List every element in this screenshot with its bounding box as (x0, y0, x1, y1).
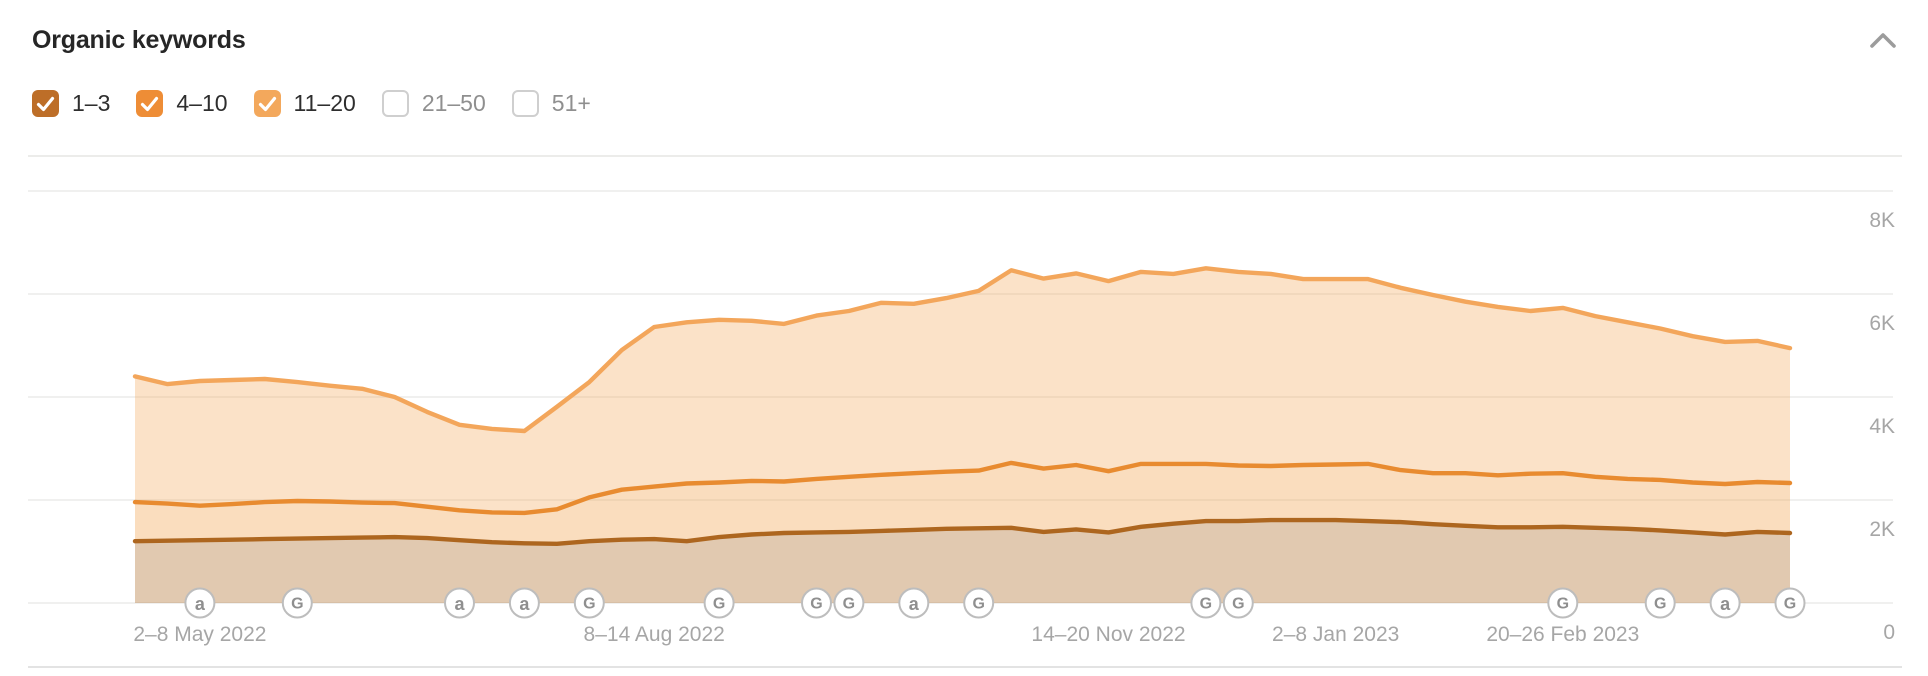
line-4–10 (132, 460, 1793, 516)
x-axis-label: 14–20 Nov 2022 (1031, 623, 1185, 646)
event-circle (281, 587, 313, 619)
event-letter: a (909, 594, 920, 614)
card-title: Organic keywords (32, 26, 246, 54)
event-letter: G (972, 596, 984, 613)
legend-item-11-20[interactable]: 11–20 (253, 89, 356, 117)
x-axis-label: 2–8 Jan 2023 (1272, 623, 1399, 646)
ahrefs-event-icon[interactable]: a (898, 587, 930, 619)
unchecked-checkbox[interactable] (381, 89, 409, 117)
checkmark-icon (258, 96, 276, 111)
y-axis-label: 0 (1883, 621, 1895, 644)
event-circle (1547, 587, 1579, 619)
y-axis-label: 2K (1869, 518, 1895, 541)
x-axis-label: 8–14 Aug 2022 (584, 623, 725, 646)
event-circle (1709, 587, 1741, 619)
event-circle (833, 587, 865, 619)
header-separator (28, 155, 1902, 157)
google-update-event-icon[interactable]: G (573, 587, 605, 619)
legend-label: 4–10 (176, 89, 228, 116)
google-update-event-icon[interactable]: G (703, 587, 735, 619)
area-band-11–20 (135, 268, 1790, 513)
event-circle (801, 587, 832, 619)
event-letter: G (583, 596, 595, 613)
collapse-button[interactable] (1866, 28, 1900, 56)
y-axis-label: 8K (1869, 209, 1895, 232)
line-1–3 (132, 517, 1793, 546)
google-update-event-icon[interactable]: G (833, 587, 865, 619)
event-circle (703, 587, 735, 619)
position-filter-legend: 1–3 4–10 11–20 21–50 51+ (32, 89, 617, 117)
y-axis-label: 6K (1869, 312, 1895, 335)
legend-label: 51+ (551, 89, 591, 116)
ahrefs-event-icon[interactable]: a (1709, 587, 1741, 619)
event-letter: G (713, 596, 725, 613)
legend-label: 21–50 (421, 89, 486, 116)
event-letter: a (454, 594, 465, 614)
legend-label: 1–3 (72, 89, 111, 116)
event-letter: a (519, 594, 530, 614)
ahrefs-event-icon[interactable]: a (444, 587, 475, 619)
area-band-4–10 (135, 462, 1790, 544)
google-update-event-icon[interactable]: G (801, 587, 832, 619)
event-circle (444, 587, 475, 619)
legend-item-51+[interactable]: 51+ (511, 89, 591, 117)
event-circle (508, 587, 540, 619)
event-circle (1644, 587, 1676, 619)
event-letter: G (291, 596, 303, 613)
y-axis-label: 4K (1869, 415, 1895, 438)
area-band-1–3 (135, 520, 1790, 603)
event-circle (1190, 587, 1222, 619)
checkmark-icon (141, 96, 159, 111)
google-update-event-icon[interactable]: G (963, 587, 995, 619)
event-circle (963, 587, 995, 619)
google-update-event-icon[interactable]: G (1190, 587, 1222, 619)
google-update-event-icon[interactable]: G (1222, 587, 1254, 619)
event-circle (184, 587, 216, 619)
event-letter: G (1557, 596, 1569, 613)
event-circle (1774, 587, 1806, 619)
legend-item-1-3[interactable]: 1–3 (32, 89, 111, 117)
line-11–20 (132, 266, 1793, 434)
unchecked-checkbox[interactable] (511, 89, 539, 117)
legend-item-4-10[interactable]: 4–10 (136, 89, 228, 117)
google-update-event-icon[interactable]: G (1547, 587, 1579, 619)
checkmark-icon (36, 96, 55, 111)
event-letter: a (1720, 594, 1731, 614)
checked-checkbox[interactable] (253, 89, 281, 117)
ahrefs-event-icon[interactable]: a (508, 587, 540, 619)
card-bottom-border (28, 666, 1902, 668)
event-letter: G (1200, 596, 1212, 613)
google-update-event-icon[interactable]: G (281, 587, 313, 619)
legend-item-21-50[interactable]: 21–50 (381, 89, 486, 117)
google-update-event-icon[interactable]: G (1644, 587, 1676, 619)
checked-checkbox[interactable] (32, 89, 59, 117)
x-axis-label: 2–8 May 2022 (133, 623, 266, 646)
ahrefs-event-icon[interactable]: a (184, 587, 216, 619)
event-letter: a (195, 594, 206, 614)
event-circle (1222, 587, 1254, 619)
x-axis-label: 20–26 Feb 2023 (1486, 623, 1639, 646)
event-circle (573, 587, 605, 619)
event-circle (898, 587, 930, 619)
event-letter: G (810, 596, 822, 613)
event-letter: G (843, 596, 855, 613)
chevron-up-icon (1870, 32, 1896, 48)
google-update-event-icon[interactable]: G (1774, 587, 1806, 619)
legend-label: 11–20 (293, 89, 356, 116)
event-letter: G (1784, 596, 1796, 613)
event-letter: G (1232, 596, 1244, 613)
checked-checkbox[interactable] (136, 89, 164, 117)
event-letter: G (1654, 596, 1666, 613)
